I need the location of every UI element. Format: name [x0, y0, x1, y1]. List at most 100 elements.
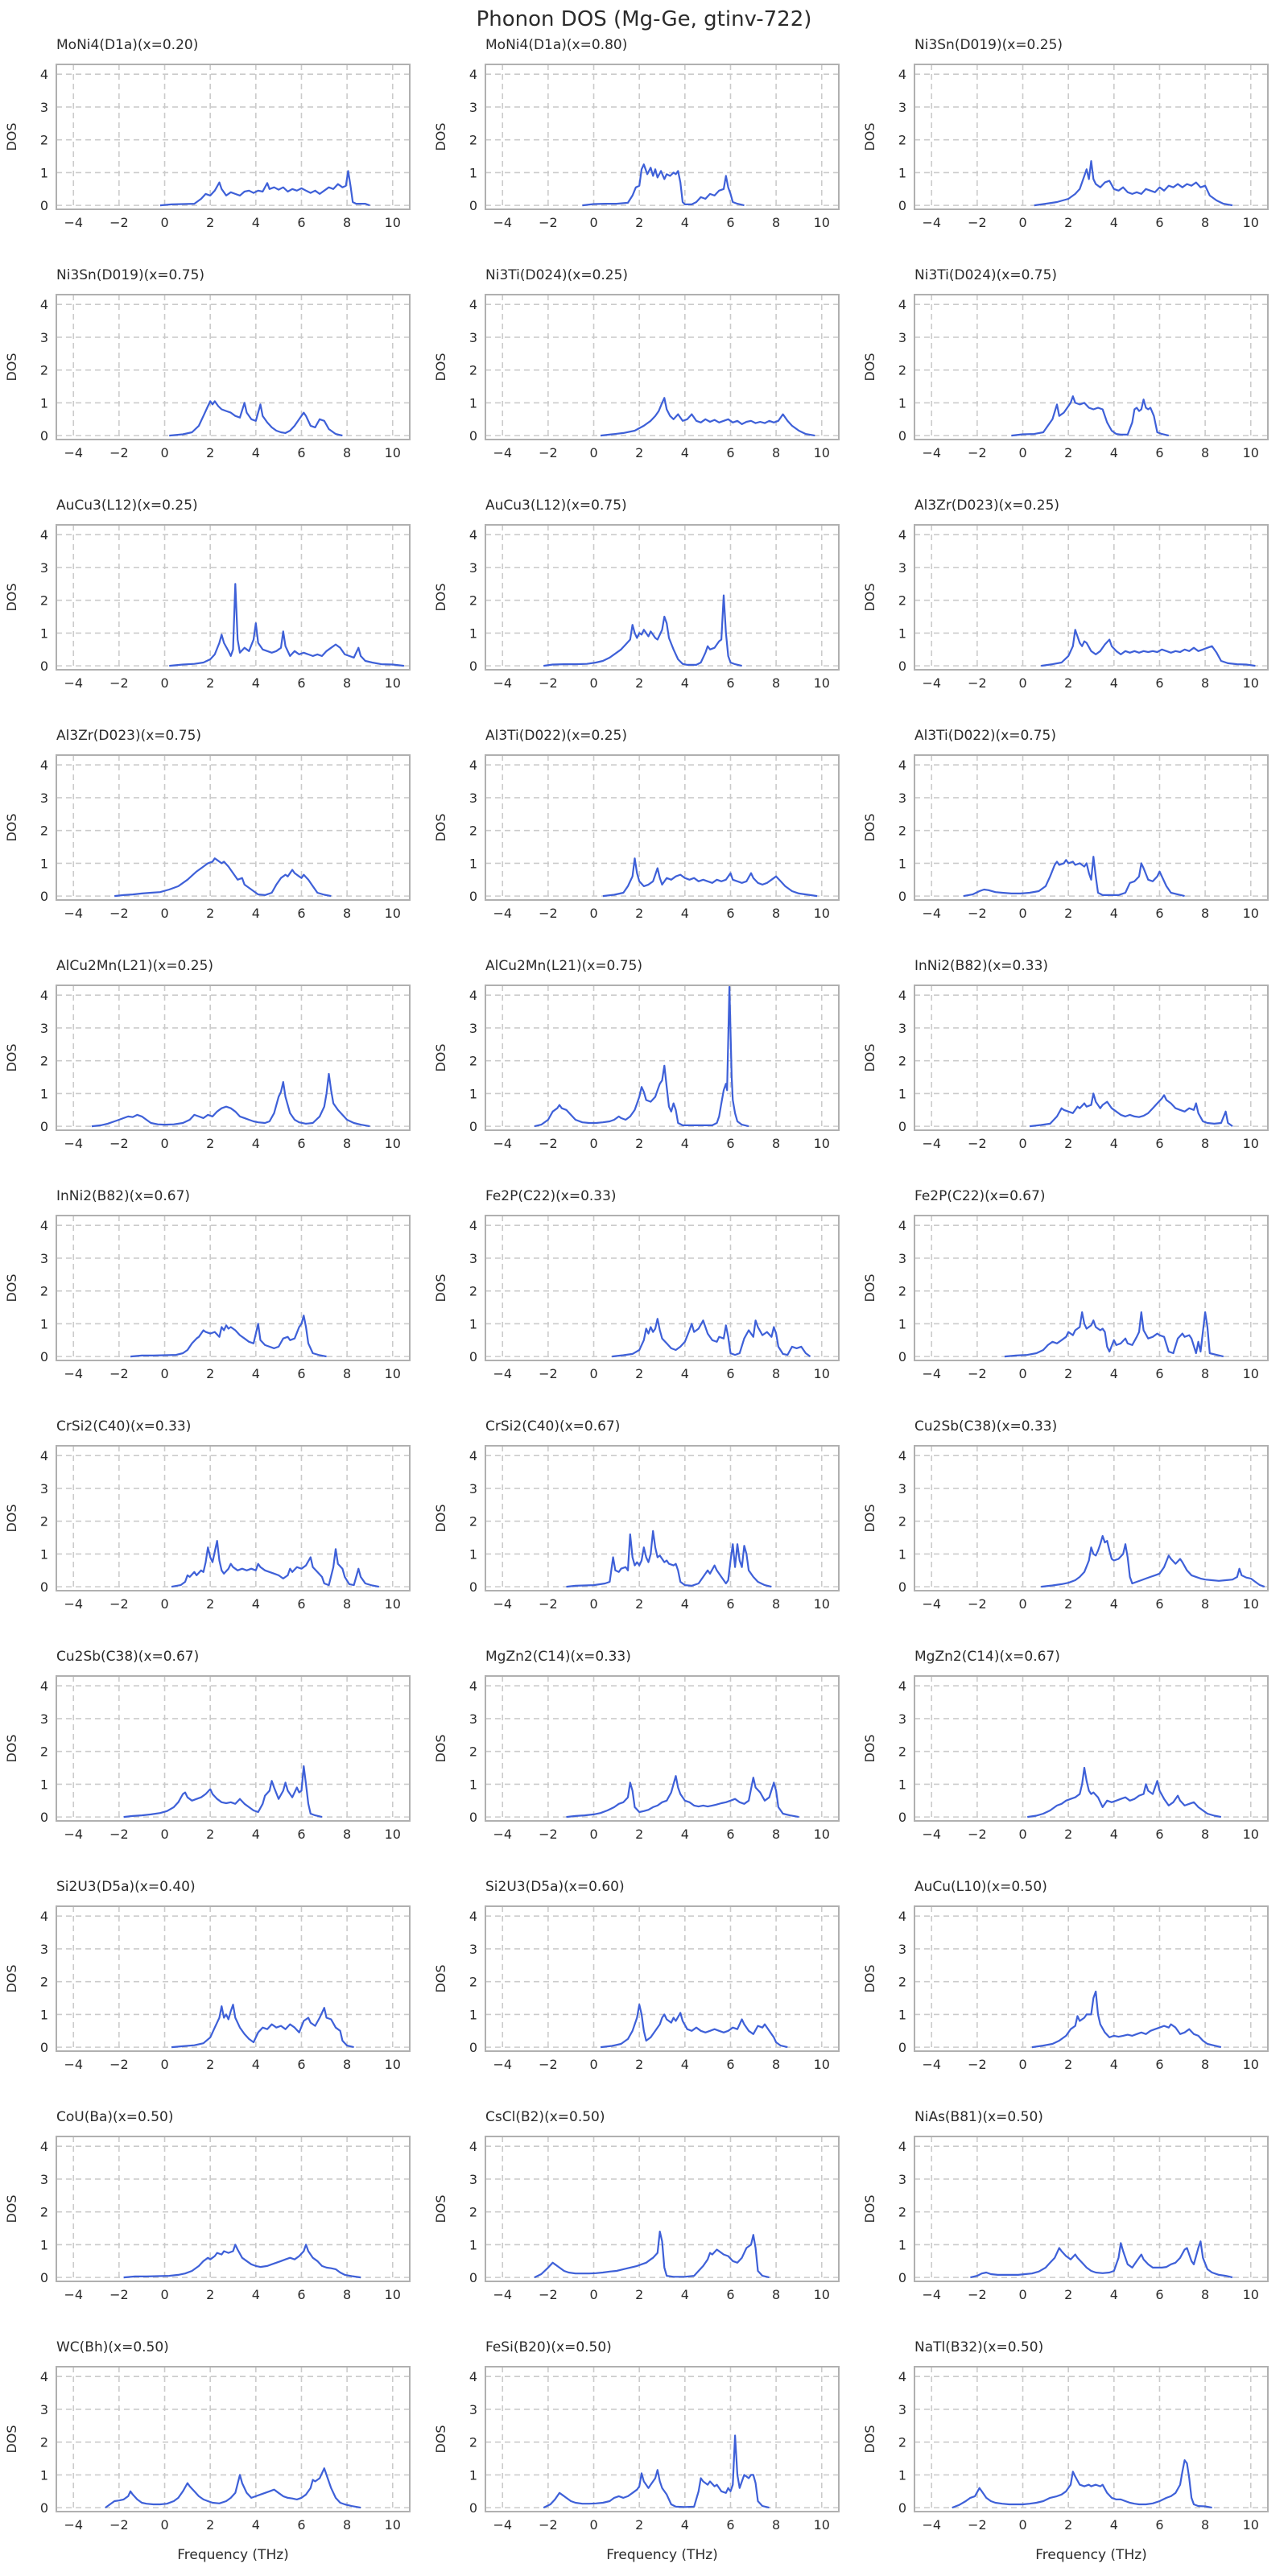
y-tick-label: 1	[469, 395, 477, 411]
x-tick-label: −4	[493, 2517, 512, 2533]
subplot-panel: Ni3Ti(D024)(x=0.75) −4 −2 0 2 4 6 8 10 0 1 2 3 4 DOS	[858, 266, 1287, 496]
x-tick-label: 10	[1243, 445, 1259, 460]
x-tick-label: 10	[1243, 1136, 1259, 1151]
x-tick-label: 8	[343, 2287, 351, 2302]
x-tick-label: −4	[493, 445, 512, 460]
subplot-title: Al3Zr(D023)(x=0.25)	[914, 497, 1060, 514]
x-tick-label: −4	[922, 675, 941, 691]
y-tick-label: 0	[40, 428, 48, 444]
dos-line-chart: −4 −2 0 2 4 6 8 10 0 1 2 3 4 DOS	[4, 2366, 411, 2533]
y-tick-label: 1	[469, 2237, 477, 2252]
y-tick-label: 4	[40, 1678, 48, 1694]
x-tick-label: −4	[922, 445, 941, 460]
x-tick-label: 10	[385, 1366, 401, 1381]
y-tick-label: 0	[898, 889, 906, 904]
x-tick-label: 6	[726, 2287, 734, 2302]
x-tick-label: 0	[160, 2517, 168, 2533]
x-tick-label: −4	[64, 215, 83, 230]
y-tick-label: 3	[898, 1251, 906, 1266]
x-tick-label: 2	[1064, 2517, 1072, 2533]
y-tick-label: 1	[469, 856, 477, 871]
x-tick-label: −2	[968, 1827, 987, 1842]
subplot-panel: Al3Zr(D023)(x=0.75) −4 −2 0 2 4 6 8 10 0 1 2 3 4 DOS	[0, 726, 429, 956]
y-axis-label: DOS	[433, 122, 448, 151]
x-tick-label: −4	[64, 1136, 83, 1151]
subplot-title: AlCu2Mn(L21)(x=0.25)	[56, 958, 214, 974]
x-tick-label: −2	[109, 906, 129, 921]
subplot-panel: Ni3Sn(D019)(x=0.25) −4 −2 0 2 4 6 8 10 0 1 2 3 4 DOS	[858, 35, 1287, 266]
y-tick-label: 4	[898, 1448, 906, 1463]
x-tick-label: 6	[1155, 1366, 1163, 1381]
subplot-title: Ni3Ti(D024)(x=0.75)	[914, 267, 1058, 283]
y-tick-label: 3	[469, 1021, 477, 1036]
y-tick-label: 1	[898, 2007, 906, 2022]
x-tick-label: −2	[968, 445, 987, 460]
x-tick-label: 8	[1201, 675, 1209, 691]
y-tick-label: 2	[469, 363, 477, 378]
x-tick-label: 8	[772, 1827, 780, 1842]
x-tick-label: −2	[109, 1827, 129, 1842]
y-tick-label: 0	[469, 658, 477, 674]
y-tick-label: 0	[40, 1349, 48, 1364]
x-tick-label: 6	[297, 445, 305, 460]
dos-curve	[543, 2434, 770, 2509]
subplot-title: Ni3Sn(D019)(x=0.25)	[914, 37, 1063, 53]
y-axis-label: DOS	[862, 1274, 877, 1302]
y-tick-label: 4	[469, 758, 477, 773]
x-tick-label: 6	[297, 1366, 305, 1381]
y-tick-label: 2	[898, 824, 906, 839]
y-tick-label: 2	[898, 1284, 906, 1299]
y-axis-label: DOS	[433, 583, 448, 611]
y-tick-label: 4	[898, 67, 906, 82]
x-axis-label: Frequency (THz)	[177, 2547, 289, 2563]
subplot-panel: MoNi4(D1a)(x=0.80) −4 −2 0 2 4 6 8 10 0 1 2 3 4 DOS	[429, 35, 858, 266]
y-tick-label: 0	[40, 658, 48, 674]
x-tick-label: −2	[968, 1366, 987, 1381]
y-tick-label: 1	[898, 1086, 906, 1101]
x-tick-label: 4	[252, 2517, 260, 2533]
y-tick-label: 0	[40, 1119, 48, 1134]
y-tick-label: 2	[469, 593, 477, 609]
y-tick-label: 1	[898, 625, 906, 641]
dos-curve	[169, 583, 405, 667]
y-tick-label: 1	[469, 1316, 477, 1331]
y-tick-label: 0	[898, 2040, 906, 2055]
subplot-title: AuCu3(L12)(x=0.25)	[56, 497, 198, 514]
x-tick-label: 6	[1155, 675, 1163, 691]
subplot-title: Al3Zr(D023)(x=0.75)	[56, 728, 202, 744]
dos-curve	[169, 400, 343, 437]
y-tick-label: 1	[40, 165, 48, 180]
x-tick-label: 0	[160, 1827, 168, 1842]
y-tick-label: 1	[40, 2467, 48, 2483]
x-tick-label: −2	[109, 2287, 129, 2302]
y-tick-label: 0	[469, 1810, 477, 1825]
x-tick-label: 2	[1064, 906, 1072, 921]
x-tick-label: −2	[109, 2057, 129, 2072]
y-tick-label: 2	[40, 1284, 48, 1299]
x-tick-label: 8	[343, 1596, 351, 1612]
y-tick-label: 2	[469, 2205, 477, 2220]
y-tick-label: 3	[469, 330, 477, 345]
y-tick-label: 2	[469, 1744, 477, 1760]
y-tick-label: 0	[469, 2040, 477, 2055]
x-tick-label: −2	[539, 906, 558, 921]
y-tick-label: 3	[898, 2402, 906, 2417]
y-tick-label: 2	[898, 593, 906, 609]
subplot-title: CsCl(B2)(x=0.50)	[485, 2109, 605, 2125]
x-tick-label: −2	[968, 215, 987, 230]
x-tick-label: 2	[206, 1596, 214, 1612]
x-tick-label: −2	[539, 445, 558, 460]
x-tick-label: 0	[1018, 2057, 1026, 2072]
x-tick-label: 4	[681, 1136, 689, 1151]
y-tick-label: 3	[40, 2402, 48, 2417]
x-tick-label: 0	[1018, 215, 1026, 230]
x-tick-label: 8	[1201, 2057, 1209, 2072]
y-tick-label: 1	[469, 2467, 477, 2483]
y-axis-label: DOS	[4, 1504, 19, 1532]
x-tick-label: 0	[160, 215, 168, 230]
subplot-panel: InNi2(B82)(x=0.33) −4 −2 0 2 4 6 8 10 0 1 2 3 4 DOS	[858, 956, 1287, 1187]
dos-line-chart: −4 −2 0 2 4 6 8 10 0 1 2 3 4 DOS	[862, 1215, 1269, 1381]
x-tick-label: 0	[589, 1596, 597, 1612]
x-tick-label: 10	[814, 2517, 830, 2533]
y-tick-label: 4	[40, 1909, 48, 1924]
